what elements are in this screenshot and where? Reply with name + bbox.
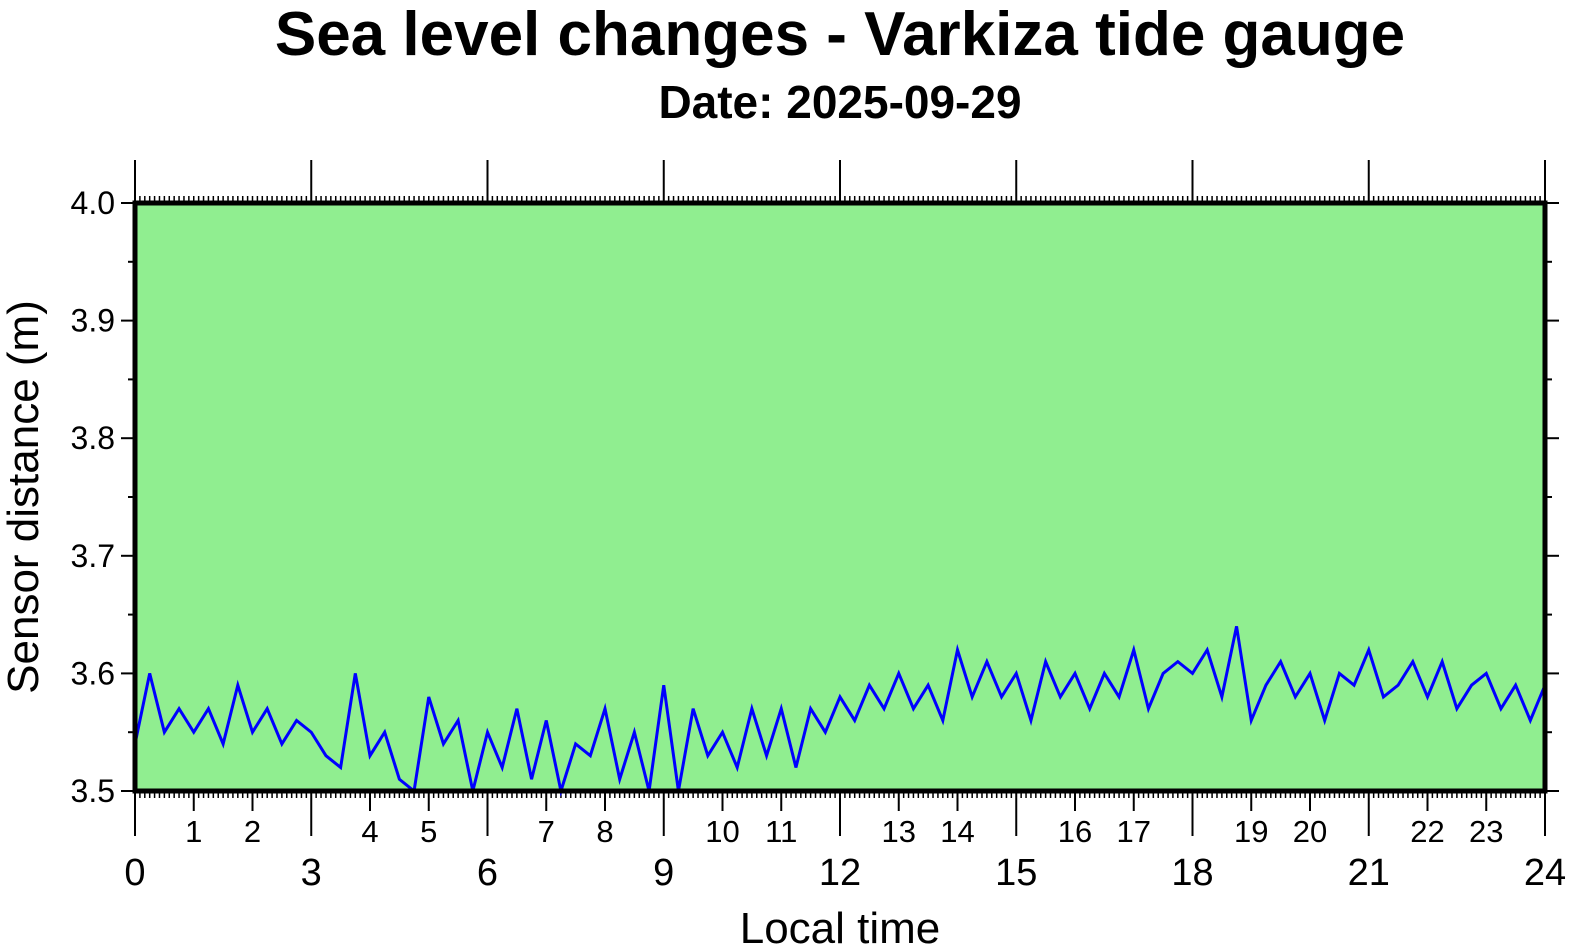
x-major-label: 18 (1171, 852, 1213, 894)
x-hour-label: 2 (244, 814, 261, 849)
x-hour-label: 7 (538, 814, 555, 849)
chart-subtitle: Date: 2025-09-29 (658, 76, 1021, 128)
y-tick-label: 3.5 (71, 773, 115, 809)
y-tick-label: 3.8 (71, 420, 115, 456)
x-major-label: 3 (301, 852, 322, 894)
x-hour-label: 5 (420, 814, 437, 849)
x-major-label: 12 (819, 852, 861, 894)
x-hour-label: 10 (705, 814, 739, 849)
x-hour-label: 11 (765, 814, 797, 849)
x-major-label: 24 (1524, 852, 1566, 894)
x-hour-label: 8 (596, 814, 613, 849)
x-major-label: 0 (124, 852, 145, 894)
y-tick-label: 3.9 (71, 303, 115, 339)
x-major-label: 9 (653, 852, 674, 894)
y-tick-label: 3.6 (71, 655, 115, 691)
x-hour-label: 16 (1058, 814, 1092, 849)
x-hour-label: 14 (940, 814, 974, 849)
plot-background (135, 203, 1545, 791)
sea-level-line (133, 626, 1547, 797)
x-axis-label: Local time (740, 904, 941, 950)
plot-frame (132, 200, 1548, 794)
x-hour-label: 17 (1117, 814, 1151, 849)
x-hour-label: 20 (1293, 814, 1327, 849)
x-major-label: 21 (1348, 852, 1390, 894)
y-tick-label: 4.0 (71, 185, 115, 221)
chart-title: Sea level changes - Varkiza tide gauge (275, 0, 1405, 69)
x-hour-label: 23 (1469, 814, 1503, 849)
tick-labels: 3.53.63.73.83.94.01 2 4 5 7 8 10 11 13 14 16 17 19 20… (71, 185, 1567, 894)
x-hour-label: 22 (1410, 814, 1444, 849)
y-axis-label: Sensor distance (m) (0, 300, 48, 694)
x-hour-label: 19 (1234, 814, 1268, 849)
x-major-label: 15 (995, 852, 1037, 894)
x-hour-label: 4 (361, 814, 378, 849)
x-hour-label: 13 (882, 814, 916, 849)
x-hour-label: 1 (185, 814, 202, 849)
y-tick-label: 3.7 (71, 538, 115, 574)
x-major-label: 6 (477, 852, 498, 894)
